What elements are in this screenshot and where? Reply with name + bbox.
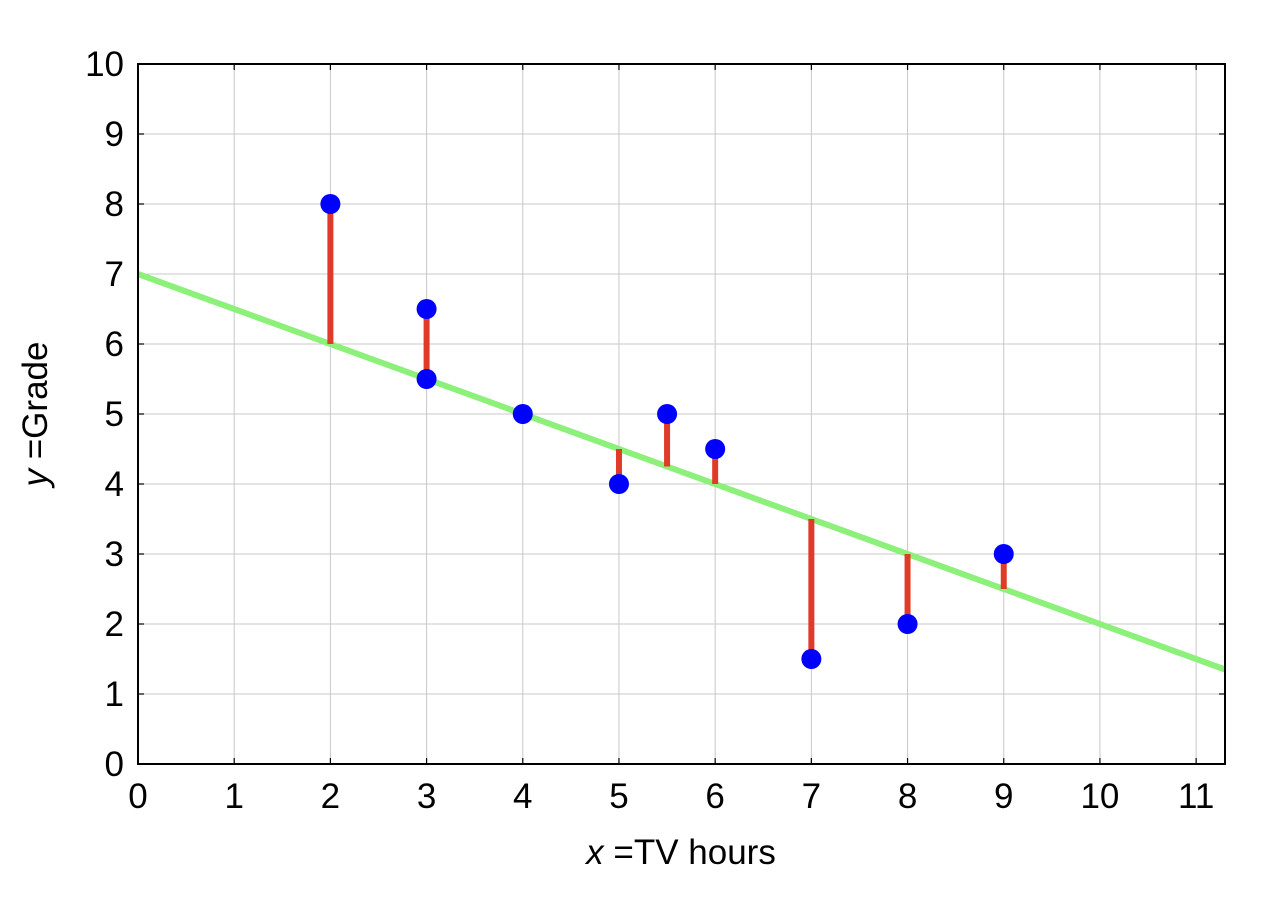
y-axis-title: y =Grade: [16, 342, 55, 489]
y-tick-label: 3: [105, 535, 124, 574]
x-tick-labels: 0 1 2 3 4 5 6 7 8 9 10 11: [128, 777, 1214, 816]
x-axis-text: TV hours: [634, 833, 776, 872]
x-axis-eq: =: [604, 833, 634, 872]
x-axis-var: x: [584, 833, 605, 872]
data-point: [657, 404, 678, 424]
data-point: [897, 614, 918, 634]
y-tick-label: 7: [105, 255, 124, 294]
x-tick-label: 8: [898, 777, 917, 816]
y-tick-label: 2: [105, 605, 124, 644]
plot-frame: [137, 63, 1226, 765]
y-tick-label: 9: [105, 115, 124, 154]
regression-line: [136, 271, 1227, 673]
y-tick-label: 5: [105, 395, 124, 434]
x-tick-label: 7: [802, 777, 821, 816]
y-axis-var: y: [16, 466, 55, 488]
data-point: [416, 369, 437, 389]
data-point: [416, 299, 437, 319]
data-point: [608, 474, 629, 494]
residuals: [327, 204, 1007, 659]
y-axis-eq: =: [16, 439, 55, 469]
x-tick-label: 2: [321, 777, 340, 816]
y-axis-text: Grade: [16, 342, 55, 439]
y-tick-label: 1: [105, 675, 124, 714]
x-tick-label: 5: [609, 777, 628, 816]
data-point: [993, 544, 1014, 564]
data-point: [705, 439, 726, 459]
data-point: [801, 649, 822, 669]
regression-line-layer: [136, 271, 1227, 673]
x-tick-label: 0: [128, 777, 147, 816]
x-axis-title: x =TV hours: [584, 833, 776, 872]
x-tick-label: 9: [994, 777, 1013, 816]
y-tick-label: 8: [105, 185, 124, 224]
y-tick-label: 6: [105, 325, 124, 364]
grid: [138, 63, 1225, 764]
data-points: [320, 194, 1014, 669]
data-point: [512, 404, 533, 424]
x-tick-label: 1: [224, 777, 243, 816]
x-tick-label: 4: [513, 777, 532, 816]
x-tick-label: 3: [417, 777, 436, 816]
x-tick-label: 10: [1080, 777, 1119, 816]
x-tick-label: 6: [705, 777, 724, 816]
y-tick-label: 0: [105, 745, 124, 784]
y-tick-label: 4: [105, 465, 124, 504]
y-tick-labels: 0 1 2 3 4 5 6 7 8 9 10: [85, 45, 124, 784]
data-point: [320, 194, 341, 214]
x-tick-label: 11: [1178, 777, 1214, 816]
y-tick-label: 10: [85, 45, 124, 84]
